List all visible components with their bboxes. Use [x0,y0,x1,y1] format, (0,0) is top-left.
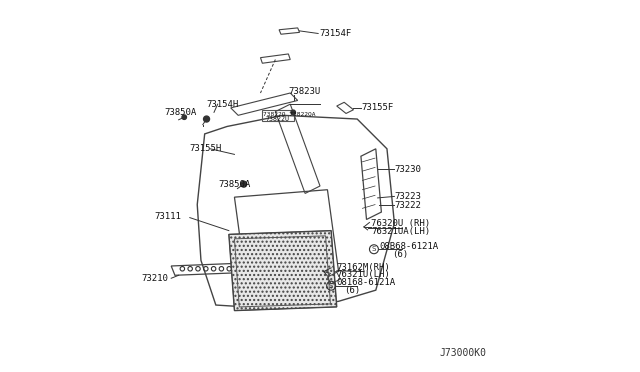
Text: 73155F: 73155F [362,103,394,112]
Text: 73222: 73222 [394,201,421,210]
Text: S: S [329,283,333,289]
Text: 73223: 73223 [394,192,421,201]
Text: S: S [372,246,376,252]
Circle shape [241,181,246,187]
Text: 73850A: 73850A [164,108,196,117]
Text: 73154F: 73154F [319,29,351,38]
Text: 76320U (RH): 76320U (RH) [371,219,431,228]
Text: 76321UA(LH): 76321UA(LH) [371,227,431,236]
Text: (6): (6) [392,250,409,259]
Circle shape [291,110,296,115]
Text: 73850A: 73850A [218,180,250,189]
Text: 08B68-6121A: 08B68-6121A [380,242,438,251]
Text: 76321U(LH): 76321U(LH) [337,270,390,279]
Text: 73154H: 73154H [207,100,239,109]
Text: 73111: 73111 [154,212,181,221]
Text: 73210: 73210 [141,274,168,283]
Text: 73822Q 73822QA: 73822Q 73822QA [263,111,316,116]
Text: (6): (6) [344,286,360,295]
Text: 73155H: 73155H [189,144,221,153]
Text: 73162M(RH): 73162M(RH) [337,263,390,272]
PathPatch shape [229,231,337,311]
Text: J73000K0: J73000K0 [439,349,486,358]
Text: 08168-6121A: 08168-6121A [336,278,395,287]
Text: 73230: 73230 [394,165,421,174]
Circle shape [182,115,186,119]
Text: 73822U: 73822U [266,116,289,122]
Circle shape [204,116,209,122]
Text: 73823U: 73823U [289,87,321,96]
